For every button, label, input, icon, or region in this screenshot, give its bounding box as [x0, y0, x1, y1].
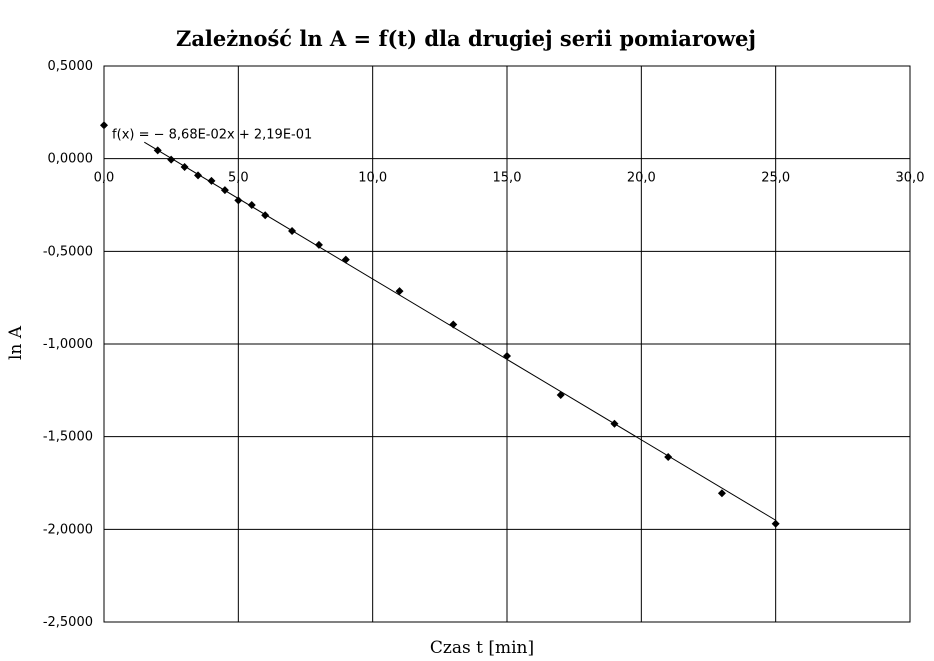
- data-point: [556, 390, 565, 399]
- y-tick-label: -2,5000: [43, 615, 93, 630]
- data-point: [207, 176, 216, 185]
- x-tick-label: 20,0: [627, 171, 656, 186]
- data-points: [100, 121, 780, 528]
- data-point: [314, 240, 323, 249]
- y-tick-label: 0,0000: [48, 152, 94, 167]
- data-point: [234, 196, 243, 205]
- data-point: [247, 201, 256, 209]
- data-point: [153, 146, 162, 155]
- plot-area: [103, 65, 911, 623]
- y-tick-label: -1,0000: [43, 337, 93, 352]
- data-point: [395, 287, 404, 296]
- y-tick-label: -1,5000: [43, 430, 93, 445]
- data-point: [288, 226, 297, 235]
- data-point: [449, 320, 458, 329]
- y-axis-label: ln A: [6, 325, 26, 360]
- y-tick-label: -0,5000: [43, 244, 93, 259]
- x-tick-label: 10,0: [358, 171, 387, 186]
- trendline-equation: f(x) = − 8,68E-02x + 2,19E-01: [112, 128, 312, 143]
- data-point: [220, 186, 229, 195]
- data-point: [341, 255, 350, 264]
- x-tick-label: 30,0: [896, 171, 925, 186]
- data-point: [771, 519, 780, 528]
- x-axis-tick-labels: 0,0 5,0 10,0 15,0 20,0 25,0 30,0: [94, 171, 925, 186]
- x-tick-label: 5,0: [228, 171, 249, 186]
- y-tick-label: -2,0000: [43, 522, 93, 537]
- data-point: [610, 419, 619, 428]
- y-axis-tick-labels: 0,5000 0,0000 -0,5000 -1,0000 -1,5000 -2,0000…: [43, 59, 93, 630]
- data-point: [167, 155, 176, 164]
- x-tick-label: 25,0: [761, 171, 790, 186]
- data-point: [503, 352, 511, 361]
- y-tick-label: 0,5000: [48, 59, 94, 74]
- chart-title: Zależność ln A = f(t) dla drugiej serii …: [176, 26, 756, 51]
- data-point: [664, 453, 673, 462]
- x-tick-label: 15,0: [493, 171, 522, 186]
- data-point: [100, 121, 108, 130]
- data-point: [261, 211, 270, 220]
- data-point: [194, 171, 203, 180]
- data-point: [717, 489, 726, 498]
- x-tick-label: 0,0: [94, 171, 115, 186]
- x-axis-label: Czas t [min]: [430, 638, 534, 658]
- data-point: [180, 163, 189, 172]
- gridlines: [103, 65, 911, 623]
